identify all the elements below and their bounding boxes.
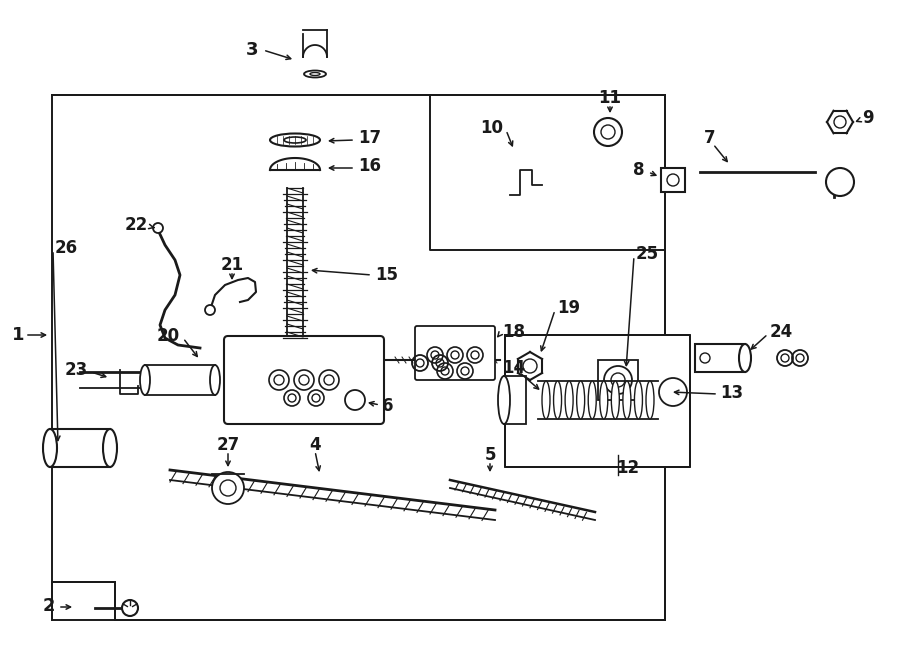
Circle shape: [312, 394, 320, 402]
Ellipse shape: [140, 365, 150, 395]
Circle shape: [205, 305, 215, 315]
Bar: [145, 365, 215, 395]
Circle shape: [324, 375, 334, 385]
Ellipse shape: [577, 381, 585, 419]
Text: 12: 12: [616, 459, 640, 477]
Ellipse shape: [498, 376, 510, 424]
Text: 26: 26: [55, 239, 78, 257]
Bar: [695, 344, 745, 372]
Ellipse shape: [565, 381, 573, 419]
Bar: [661, 168, 685, 192]
Circle shape: [299, 375, 309, 385]
Text: 9: 9: [862, 109, 874, 127]
Text: 5: 5: [484, 446, 496, 464]
Ellipse shape: [599, 381, 608, 419]
Text: 14: 14: [502, 359, 526, 377]
Text: 21: 21: [220, 256, 244, 274]
Bar: [598, 360, 638, 400]
Ellipse shape: [611, 381, 619, 419]
Text: 15: 15: [375, 266, 398, 284]
Text: 2: 2: [42, 597, 55, 615]
Circle shape: [319, 370, 339, 390]
Circle shape: [269, 370, 289, 390]
Text: 17: 17: [358, 129, 381, 147]
FancyBboxPatch shape: [415, 326, 495, 380]
Circle shape: [284, 390, 300, 406]
Text: 20: 20: [157, 327, 180, 345]
Text: 3: 3: [246, 41, 258, 59]
Ellipse shape: [304, 71, 326, 77]
Circle shape: [345, 390, 365, 410]
Bar: [504, 376, 526, 424]
Circle shape: [122, 600, 138, 616]
Circle shape: [308, 390, 324, 406]
Ellipse shape: [284, 137, 306, 143]
FancyBboxPatch shape: [224, 336, 384, 424]
Text: 27: 27: [216, 436, 239, 454]
Text: 1: 1: [12, 326, 24, 344]
Text: 10: 10: [480, 119, 503, 137]
Ellipse shape: [270, 134, 320, 147]
Circle shape: [826, 168, 854, 196]
Text: 23: 23: [65, 361, 88, 379]
Bar: [505, 335, 690, 467]
Text: 19: 19: [557, 299, 580, 317]
Text: 7: 7: [704, 129, 716, 147]
Text: 4: 4: [310, 436, 320, 454]
Circle shape: [288, 394, 296, 402]
Ellipse shape: [542, 381, 550, 419]
Text: 6: 6: [382, 397, 393, 415]
Ellipse shape: [623, 381, 631, 419]
Circle shape: [212, 472, 244, 504]
Text: 16: 16: [358, 157, 381, 175]
Circle shape: [594, 118, 622, 146]
Ellipse shape: [310, 73, 320, 75]
Text: 11: 11: [598, 89, 622, 107]
Text: 25: 25: [636, 245, 659, 263]
Ellipse shape: [210, 365, 220, 395]
Text: 24: 24: [770, 323, 793, 341]
Ellipse shape: [634, 381, 643, 419]
Text: 18: 18: [502, 323, 525, 341]
Ellipse shape: [103, 429, 117, 467]
Ellipse shape: [554, 381, 562, 419]
Circle shape: [294, 370, 314, 390]
Circle shape: [659, 378, 687, 406]
Ellipse shape: [43, 429, 57, 467]
Ellipse shape: [739, 344, 751, 372]
Text: 22: 22: [125, 216, 148, 234]
Ellipse shape: [589, 381, 596, 419]
Circle shape: [153, 223, 163, 233]
Ellipse shape: [646, 381, 654, 419]
Bar: [50, 429, 110, 467]
Text: 8: 8: [634, 161, 645, 179]
Circle shape: [274, 375, 284, 385]
Text: 13: 13: [720, 384, 743, 402]
